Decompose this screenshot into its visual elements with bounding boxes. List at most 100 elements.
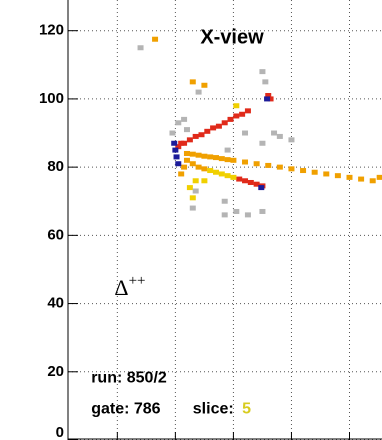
y-tick-label: 0: [56, 424, 64, 440]
annotation: Δ++: [114, 273, 145, 300]
hit: [187, 137, 193, 142]
hit: [236, 177, 242, 182]
hit: [216, 124, 222, 129]
hit: [190, 79, 196, 84]
hit: [219, 171, 225, 176]
hit: [184, 158, 190, 163]
hit: [242, 160, 248, 165]
hit: [277, 134, 283, 139]
annotation: 5: [242, 401, 251, 418]
y-tick-label: 60: [47, 226, 64, 243]
hit: [262, 79, 268, 84]
hit: [181, 117, 187, 122]
hit: [277, 165, 283, 170]
hit: [196, 90, 202, 95]
hit: [193, 189, 199, 194]
hit: [190, 152, 196, 157]
hit: [259, 209, 265, 214]
hit: [239, 112, 245, 117]
hit: [207, 154, 213, 159]
hit: [187, 185, 193, 190]
hit: [300, 168, 306, 173]
annotation: gate: 786: [91, 401, 160, 418]
hit: [228, 117, 234, 122]
hit: [265, 163, 271, 168]
hit: [245, 212, 251, 217]
hit: [171, 141, 177, 146]
y-tick-label: 80: [47, 158, 64, 175]
hit: [222, 120, 228, 125]
hit: [242, 131, 248, 136]
annotation-text: slice:: [193, 401, 234, 418]
hit: [358, 177, 364, 182]
hit: [258, 185, 264, 190]
hit: [169, 131, 175, 136]
hit: [370, 178, 376, 183]
hit: [323, 171, 329, 176]
chart-title: X-view: [200, 26, 264, 48]
y-tick-label: 20: [47, 363, 64, 380]
page: {"chart_data": {"type": "scatter", "titl…: [0, 0, 382, 440]
hit: [222, 212, 228, 217]
y-tick-label: 100: [39, 90, 64, 107]
hit: [198, 132, 204, 137]
hit: [190, 161, 196, 166]
hit: [271, 131, 277, 136]
hit: [288, 137, 294, 142]
hit: [190, 206, 196, 211]
hit: [181, 165, 187, 170]
hit: [245, 108, 251, 113]
annotation: slice:: [193, 401, 234, 418]
hit: [174, 154, 180, 159]
hit: [230, 175, 236, 180]
hit: [213, 155, 219, 160]
hit: [193, 178, 199, 183]
y-tick-label: 120: [39, 22, 64, 39]
hit: [233, 113, 239, 118]
hit: [225, 148, 231, 153]
hit: [233, 103, 239, 108]
hit: [219, 156, 225, 161]
hit: [264, 96, 270, 101]
hit: [193, 134, 199, 139]
hit: [259, 141, 265, 146]
annotation-text: gate: 786: [91, 401, 160, 418]
hit: [190, 195, 196, 200]
annotation: run: 850/2: [91, 370, 167, 387]
hit: [184, 127, 190, 132]
hit: [184, 151, 190, 156]
hit: [335, 173, 341, 178]
hit: [288, 166, 294, 171]
hit: [225, 157, 231, 162]
hit: [175, 161, 181, 166]
hit: [201, 178, 207, 183]
annotation-text: 5: [242, 401, 251, 418]
hit: [201, 83, 207, 88]
hit: [222, 199, 228, 204]
hit: [172, 148, 178, 153]
hit: [178, 171, 184, 176]
annotation-superscript: ++: [129, 273, 146, 289]
hit: [312, 170, 318, 175]
hit: [233, 209, 239, 214]
hit: [225, 173, 231, 178]
hit: [152, 37, 158, 42]
annotation-text: run: 850/2: [91, 370, 167, 387]
annotation-text: Δ: [114, 275, 128, 300]
hit: [254, 161, 260, 166]
hit: [242, 178, 248, 183]
hit: [248, 180, 254, 185]
hit: [346, 175, 352, 180]
hit: [230, 158, 236, 163]
hit: [201, 166, 207, 171]
chart: 0 20 40 60 80 100 120 X-view Δ++ run: 850/2 gate: …: [0, 0, 382, 440]
hit: [196, 153, 202, 158]
hit: [196, 165, 202, 170]
y-tick-label: 40: [47, 295, 64, 312]
hit: [175, 120, 181, 125]
hit: [201, 154, 207, 159]
hit: [213, 170, 219, 175]
hit: [210, 125, 216, 130]
hit: [178, 141, 184, 146]
hit: [377, 175, 382, 180]
